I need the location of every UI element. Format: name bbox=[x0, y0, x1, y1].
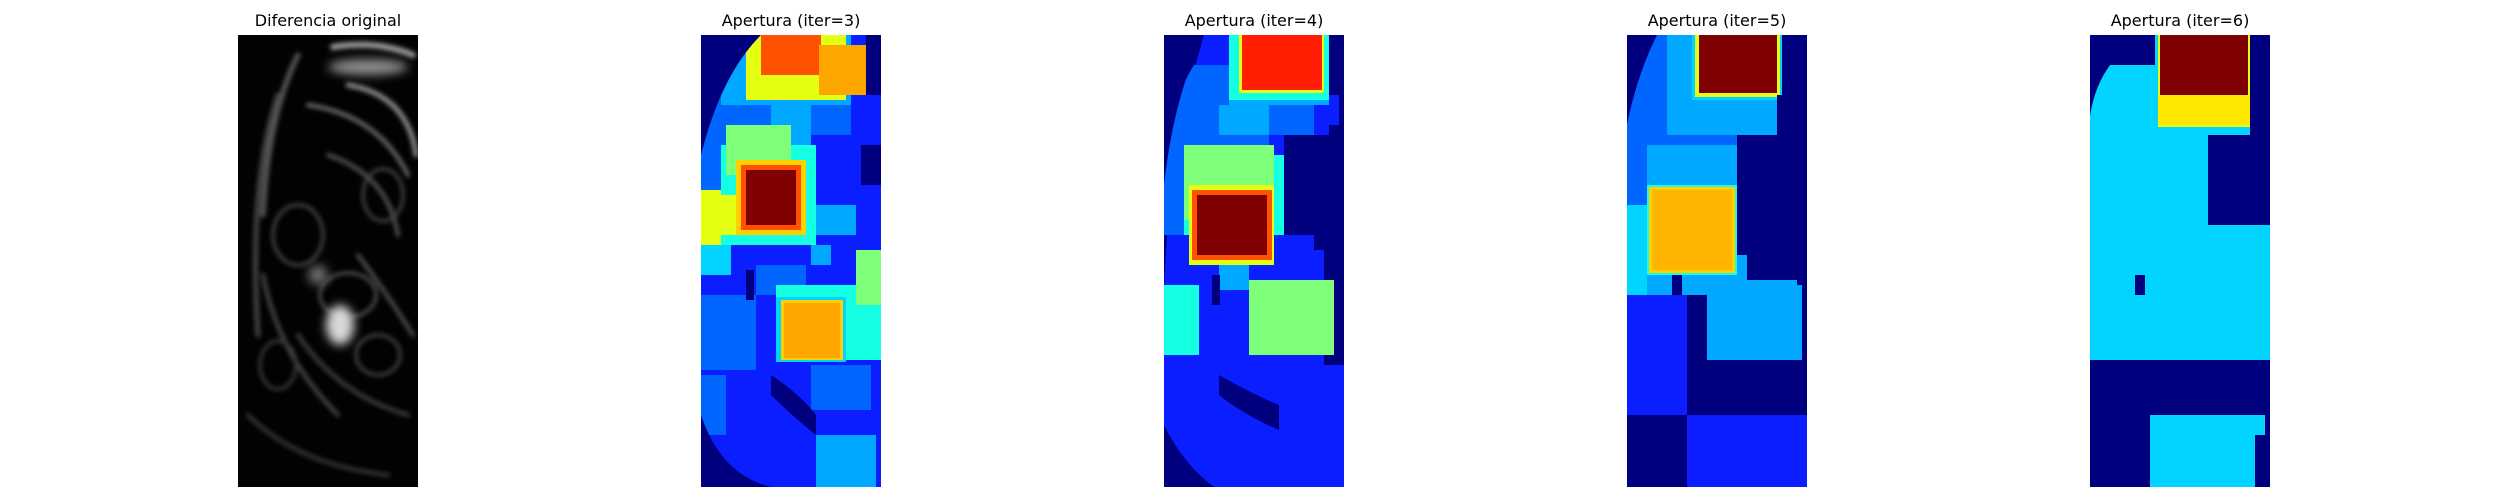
grayscale-difference-image bbox=[238, 35, 418, 487]
panel-title: Apertura (iter=6) bbox=[2110, 11, 2250, 30]
panel-original-difference: Diferencia original bbox=[238, 0, 418, 500]
panel-opening-iter-5: Apertura (iter=5) bbox=[1627, 0, 1807, 500]
panel-title: Apertura (iter=5) bbox=[1647, 11, 1787, 30]
panel-title: Apertura (iter=3) bbox=[721, 11, 861, 30]
opening-iter-6-svg bbox=[2090, 35, 2270, 487]
opening-iter-3-svg bbox=[701, 35, 881, 487]
panel-title: Apertura (iter=4) bbox=[1184, 11, 1324, 30]
opening-iter-3-image bbox=[701, 35, 881, 487]
panel-title: Diferencia original bbox=[254, 11, 402, 30]
panel-opening-iter-3: Apertura (iter=3) bbox=[701, 0, 881, 500]
opening-iter-4-svg bbox=[1164, 35, 1344, 487]
grayscale-difference-svg bbox=[238, 35, 418, 487]
opening-iter-5-image bbox=[1627, 35, 1807, 487]
panel-opening-iter-6: Apertura (iter=6) bbox=[2090, 0, 2270, 500]
opening-iter-5-svg bbox=[1627, 35, 1807, 487]
opening-iter-6-image bbox=[2090, 35, 2270, 487]
panel-opening-iter-4: Apertura (iter=4) bbox=[1164, 0, 1344, 500]
opening-iter-4-image bbox=[1164, 35, 1344, 487]
